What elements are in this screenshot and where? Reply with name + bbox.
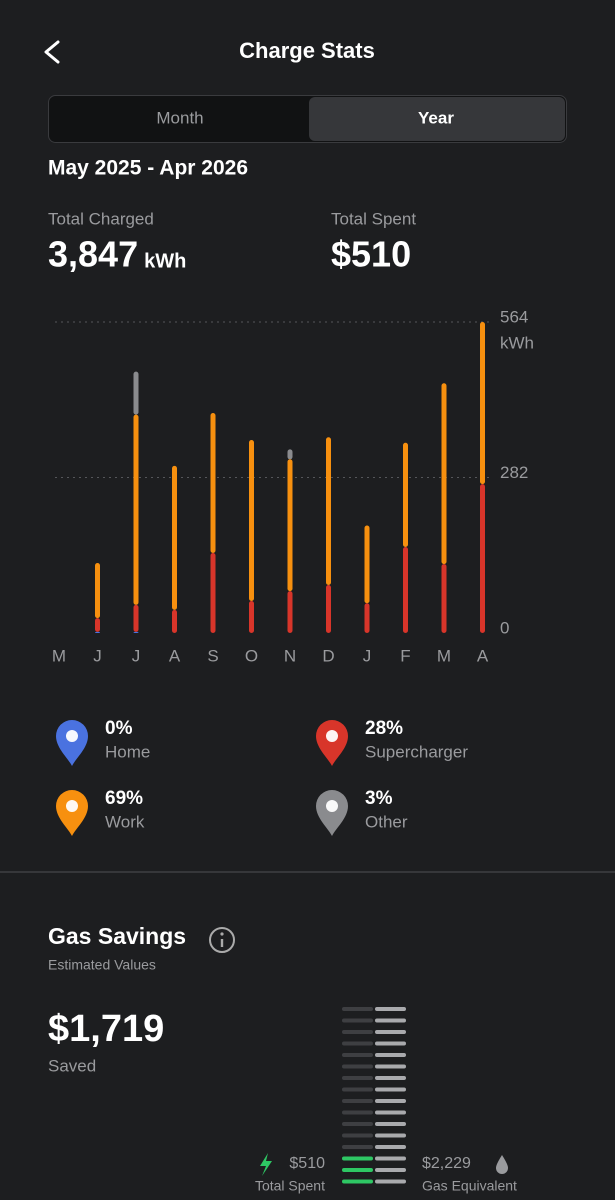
bar-segment <box>210 553 216 633</box>
gas-label: Gas Equivalent <box>422 1178 517 1194</box>
y-tick-label: 282 <box>500 463 528 482</box>
bar-segment <box>403 546 408 633</box>
legend-item: 28% Supercharger <box>316 718 468 766</box>
legend-icon <box>326 730 338 742</box>
bar-segment <box>287 449 293 460</box>
legend-label: Work <box>105 812 145 831</box>
y-unit: kWh <box>500 333 534 352</box>
x-tick-label: N <box>284 646 296 665</box>
bar-segment <box>249 440 254 602</box>
total-label: Total Charged <box>48 209 154 228</box>
total-value: $510 <box>331 234 411 275</box>
x-tick-label: F <box>400 646 410 665</box>
bar-segment <box>133 604 139 632</box>
bar-segment <box>326 437 331 586</box>
bar-segment <box>95 631 100 633</box>
x-tick-label: S <box>207 646 218 665</box>
bar-segment <box>480 484 485 633</box>
legend-share: 69% <box>105 788 143 809</box>
legend-icon <box>66 800 78 812</box>
legend-label: Supercharger <box>365 742 468 761</box>
legend-icon <box>66 730 78 742</box>
bar-segment <box>95 618 100 632</box>
x-tick-label: M <box>52 646 66 665</box>
tab-selected-bg <box>309 97 565 141</box>
bar-segment <box>364 603 370 633</box>
bar-segment <box>172 465 177 610</box>
bar-segment <box>364 525 370 604</box>
y-tick-label: 0 <box>500 618 509 637</box>
back-button[interactable] <box>44 40 60 64</box>
spent-label: Total Spent <box>255 1178 325 1194</box>
chart: 0 282 564 kWh M J J A S O N D J F M A <box>52 307 534 665</box>
bar-segment <box>441 383 447 565</box>
saved-label: Saved <box>48 1056 96 1075</box>
x-tick-label: D <box>322 646 334 665</box>
saved-value: $1,719 <box>48 1008 164 1050</box>
x-tick-label: J <box>363 646 372 665</box>
bar-segment <box>403 442 408 547</box>
section-subtitle: Estimated Values <box>48 957 156 973</box>
legend-share: 0% <box>105 718 133 739</box>
legend-share: 28% <box>365 718 403 739</box>
legend-item: 3% Other <box>316 788 408 836</box>
legend-label: Other <box>365 812 408 831</box>
gas-graphic <box>342 1007 406 1184</box>
x-tick-label: A <box>477 646 489 665</box>
bar-segment <box>133 414 139 605</box>
x-tick-label: J <box>132 646 141 665</box>
bar-segment <box>441 564 447 633</box>
screen-title: Charge Stats <box>239 38 375 63</box>
tab-month[interactable]: Month <box>156 108 203 127</box>
x-tick-label: J <box>93 646 102 665</box>
bar-segment <box>172 609 177 633</box>
bar-segment <box>249 601 254 633</box>
x-tick-label: O <box>245 646 258 665</box>
gas-value: $2,229 <box>422 1155 471 1172</box>
legend-pin <box>316 720 348 766</box>
legend-item: 69% Work <box>56 788 145 836</box>
total-label: Total Spent <box>331 209 416 228</box>
legend-share: 3% <box>365 788 393 809</box>
bolt-icon <box>260 1153 272 1176</box>
x-tick-label: M <box>437 646 451 665</box>
bar-segment <box>133 631 139 633</box>
bar-segment <box>480 322 485 485</box>
bar-segment <box>326 585 331 633</box>
legend-pin <box>316 790 348 836</box>
bar-segment <box>287 459 293 592</box>
bar-segment <box>210 412 216 554</box>
legend: 0% Home 28% Supercharger 69% Work 3% Other <box>56 718 468 836</box>
y-tick-label: 564 <box>500 307 528 326</box>
drop-icon <box>496 1155 508 1174</box>
legend-pin <box>56 790 88 836</box>
spent-value: $510 <box>289 1155 325 1172</box>
bar-segment <box>287 591 293 633</box>
bar-segment <box>95 562 100 619</box>
legend-pin <box>56 720 88 766</box>
x-tick-label: A <box>169 646 181 665</box>
section-title: Gas Savings <box>48 923 186 949</box>
legend-label: Home <box>105 742 150 761</box>
period: May 2025 - Apr 2026 <box>48 157 248 180</box>
bar-segment <box>133 371 139 415</box>
total-value: 3,847 <box>48 234 138 275</box>
legend-item: 0% Home <box>56 718 150 766</box>
total-unit: kWh <box>144 250 186 272</box>
legend-icon <box>326 800 338 812</box>
info-icon[interactable] <box>209 927 235 953</box>
tab-year[interactable]: Year <box>418 108 454 127</box>
